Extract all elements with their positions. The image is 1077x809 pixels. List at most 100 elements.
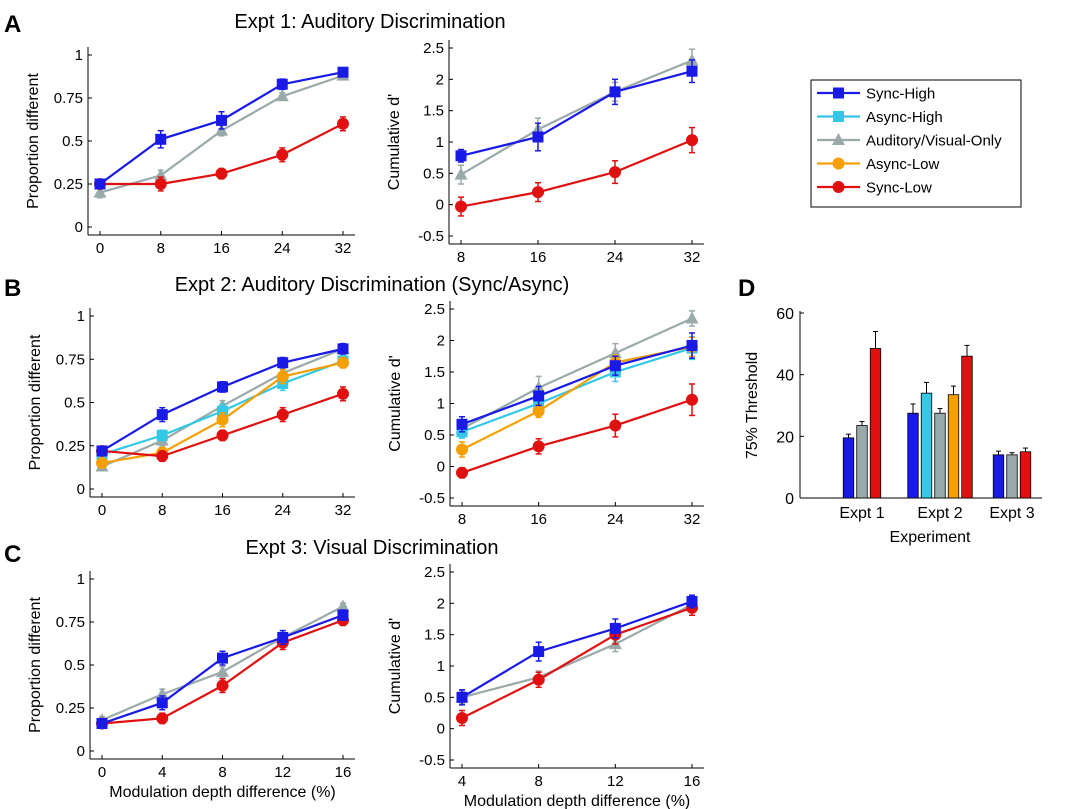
- y-tick-label: 0.5: [424, 689, 445, 706]
- data-point: [155, 133, 167, 145]
- x-axis-label: Modulation depth difference (%): [464, 793, 691, 809]
- panel-letter-d: D: [738, 275, 755, 302]
- data-point: [609, 419, 622, 432]
- bar-group-expt-2: [907, 344, 973, 499]
- y-tick-label: -0.5: [419, 490, 445, 507]
- y-axis-label: Proportion different: [25, 73, 42, 209]
- series-sync-high: [455, 59, 698, 163]
- x-tick-label: 16: [213, 240, 230, 257]
- y-tick-label: 1: [436, 134, 444, 151]
- bar-group-expt-1: [842, 331, 882, 499]
- y-axis-label: Cumulative d': [387, 355, 404, 451]
- x-tick-label: 0: [96, 240, 104, 257]
- data-point: [455, 150, 467, 162]
- panel-title-a: Expt 1: Auditory Discrimination: [234, 11, 505, 33]
- x-tick-label: 16: [530, 511, 547, 528]
- data-point: [456, 712, 468, 725]
- y-tick-label: 1.5: [424, 627, 445, 644]
- data-point: [532, 405, 545, 418]
- data-point: [686, 340, 698, 352]
- data-point: [96, 717, 108, 729]
- y-tick-label: 0: [785, 491, 794, 508]
- data-point: [609, 622, 621, 634]
- data-point: [686, 134, 698, 147]
- data-point: [685, 311, 699, 324]
- x-tick-label: 24: [607, 249, 624, 266]
- y-axis-label: Cumulative d': [387, 618, 404, 714]
- legend-marker: [832, 133, 845, 145]
- panel-letter-b: B: [4, 275, 21, 302]
- x-tick-label: 0: [98, 764, 106, 781]
- legend: Sync-High Async-High Auditory/Visual-Only A…: [810, 79, 1022, 208]
- data-point: [94, 178, 106, 190]
- x-tick-label: 0: [98, 502, 106, 519]
- data-point: [456, 466, 468, 479]
- bar-sync-low: [961, 355, 973, 499]
- plot-a-cumulative-dprime: -0.5 0 0.5 1 1.5 2 2.5 8 16 24 32 Cumulative d': [386, 40, 704, 266]
- x-tick-label: 16: [214, 502, 231, 519]
- series-auditory-visual-only: [455, 310, 699, 436]
- y-tick-label: 2: [436, 71, 444, 88]
- y-tick-label: 1.5: [424, 364, 445, 381]
- series-sync-low: [456, 599, 698, 727]
- data-point: [276, 370, 289, 383]
- data-point: [276, 148, 289, 161]
- legend-label: Async-High: [866, 109, 943, 126]
- data-point: [276, 408, 289, 421]
- data-point: [156, 712, 169, 725]
- data-point: [686, 393, 698, 406]
- data-point: [96, 457, 108, 470]
- series-sync-low: [456, 383, 698, 479]
- series-line: [460, 139, 693, 208]
- y-tick-label: 0: [77, 481, 85, 498]
- y-tick-label: 1.5: [423, 103, 444, 120]
- y-tick-label: 20: [776, 429, 794, 446]
- data-point: [609, 360, 621, 372]
- plot-b-proportion-different: 0 0.25 0.5 0.75 1 0 8 16 24 32 Proportion differen…: [27, 308, 355, 519]
- y-tick-label: 0: [77, 743, 85, 760]
- series-sync-high: [96, 609, 349, 729]
- legend-box: [810, 79, 1022, 208]
- data-point: [217, 405, 228, 417]
- data-point: [532, 186, 544, 199]
- series-line: [460, 59, 693, 176]
- y-tick-label: 0: [75, 219, 83, 236]
- bar-sync-high: [842, 437, 855, 499]
- y-axis-label: Proportion different: [27, 597, 44, 733]
- data-point: [608, 346, 622, 359]
- data-point: [337, 117, 349, 130]
- data-point: [532, 440, 545, 453]
- y-tick-label: 0.5: [64, 395, 85, 412]
- data-point: [96, 445, 108, 457]
- legend-item-sync-high: Sync-High: [817, 86, 935, 103]
- data-point: [216, 114, 227, 126]
- data-point: [156, 450, 169, 463]
- y-tick-label: 0.5: [62, 133, 83, 150]
- y-tick-label: 0.75: [56, 351, 85, 368]
- data-point: [454, 167, 468, 180]
- x-tick-label: 24: [274, 502, 291, 519]
- data-point: [275, 89, 289, 102]
- legend-item-async-high: Async-High: [817, 109, 943, 126]
- x-tick-label: 24: [274, 240, 291, 257]
- data-point: [533, 390, 545, 402]
- x-tick-label: Expt 1: [839, 505, 884, 522]
- x-tick-label: 32: [335, 240, 352, 257]
- series-line: [461, 600, 693, 699]
- y-axis-label: 75% Threshold: [744, 352, 761, 459]
- data-point: [609, 166, 621, 179]
- x-tick-label: 12: [274, 764, 291, 781]
- panel-title-b: Expt 2: Auditory Discrimination (Sync/As…: [175, 274, 570, 296]
- y-tick-label: 1: [437, 658, 445, 675]
- y-tick-label: 2.5: [424, 301, 445, 318]
- y-tick-label: 40: [776, 368, 794, 385]
- series-sync-high: [94, 66, 349, 190]
- legend-marker: [833, 111, 844, 122]
- panel-letter-c: C: [4, 541, 21, 568]
- data-point: [217, 652, 228, 664]
- legend-label: Sync-Low: [866, 180, 932, 197]
- legend-label: Sync-High: [866, 86, 935, 103]
- x-tick-label: 4: [458, 773, 466, 790]
- y-tick-label: 0: [436, 197, 444, 214]
